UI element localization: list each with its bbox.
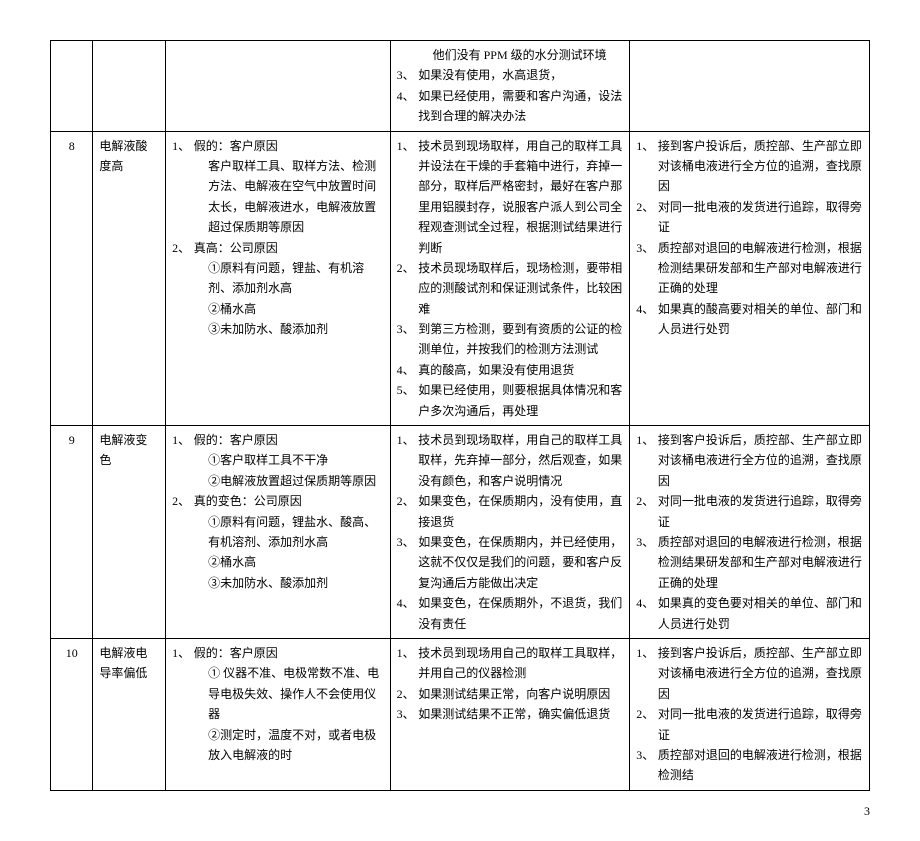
cell-method: 1、技术员到现场用自己的取样工具取样，并用自己的仪器检测2、如果测试结果正常，向…	[390, 638, 630, 790]
cell-id	[51, 41, 93, 132]
cell-reason: 1、假的：客户原因客户取样工具、取样方法、检测方法、电解液在空气中放置时间太长，…	[166, 131, 391, 425]
cell-name: 电解液酸度高	[93, 131, 166, 425]
cell-id: 9	[51, 426, 93, 639]
cell-id: 10	[51, 638, 93, 790]
cell-reason	[166, 41, 391, 132]
table-row: 他们没有 PPM 级的水分测试环境3、如果没有使用，水高退货，4、如果已经使用，…	[51, 41, 870, 132]
cell-method: 1、技术员到现场取样，用自己的取样工具取样，先弃掉一部分，然后观查，如果没有颜色…	[390, 426, 630, 639]
cell-reason: 1、假的：客户原因① 仪器不准、电极常数不准、电导电极失效、操作人不会使用仪器②…	[166, 638, 391, 790]
cell-action: 1、接到客户投诉后，质控部、生产部立即对该桶电液进行全方位的追溯，查找原因2、对…	[630, 131, 870, 425]
cell-id: 8	[51, 131, 93, 425]
table-row: 10电解液电导率偏低1、假的：客户原因① 仪器不准、电极常数不准、电导电极失效、…	[51, 638, 870, 790]
cell-name: 电解液电导率偏低	[93, 638, 166, 790]
cell-name	[93, 41, 166, 132]
complaint-table: 他们没有 PPM 级的水分测试环境3、如果没有使用，水高退货，4、如果已经使用，…	[50, 40, 870, 791]
table-row: 8电解液酸度高1、假的：客户原因客户取样工具、取样方法、检测方法、电解液在空气中…	[51, 131, 870, 425]
cell-action	[630, 41, 870, 132]
cell-action: 1、接到客户投诉后，质控部、生产部立即对该桶电液进行全方位的追溯，查找原因2、对…	[630, 638, 870, 790]
cell-name: 电解液变色	[93, 426, 166, 639]
cell-reason: 1、假的：客户原因①客户取样工具不干净②电解液放置超过保质期等原因2、真的变色：…	[166, 426, 391, 639]
cell-action: 1、接到客户投诉后，质控部、生产部立即对该桶电液进行全方位的追溯，查找原因2、对…	[630, 426, 870, 639]
cell-method: 他们没有 PPM 级的水分测试环境3、如果没有使用，水高退货，4、如果已经使用，…	[390, 41, 630, 132]
page-number: 3	[50, 801, 870, 821]
cell-method: 1、技术员到现场取样，用自己的取样工具并设法在干燥的手套箱中进行，弃掉一部分，取…	[390, 131, 630, 425]
table-row: 9电解液变色1、假的：客户原因①客户取样工具不干净②电解液放置超过保质期等原因2…	[51, 426, 870, 639]
